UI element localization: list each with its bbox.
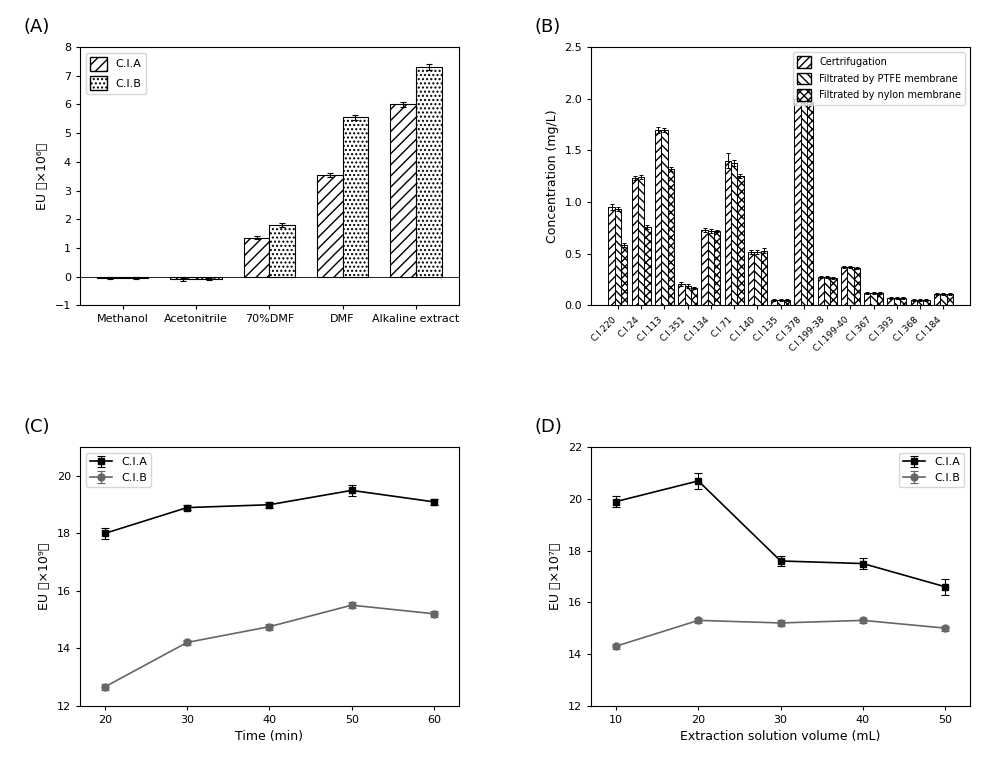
X-axis label: Extraction solution volume (mL): Extraction solution volume (mL) (680, 730, 881, 743)
Legend: C.I.A, C.I.B: C.I.A, C.I.B (899, 453, 964, 488)
Bar (900, 298, 906, 305)
Legend: C.I.A, C.I.B: C.I.A, C.I.B (86, 453, 151, 488)
Bar (923, 300, 930, 305)
Bar (644, 227, 651, 305)
Bar (784, 300, 790, 305)
Bar (621, 245, 627, 305)
Bar (934, 294, 940, 305)
Bar (661, 129, 668, 305)
Bar (877, 293, 883, 305)
Bar (911, 300, 917, 305)
Y-axis label: Concentration (mg/L): Concentration (mg/L) (546, 109, 559, 243)
X-axis label: Time (min): Time (min) (235, 730, 303, 743)
Bar (638, 177, 644, 305)
Bar (685, 285, 691, 305)
Bar (887, 298, 894, 305)
Bar (708, 231, 714, 305)
Bar (725, 161, 731, 305)
Bar (761, 251, 767, 305)
Bar (269, 225, 295, 277)
Bar (244, 238, 269, 277)
Legend: C.I.A, C.I.B: C.I.A, C.I.B (86, 53, 146, 94)
Text: (C): (C) (23, 418, 50, 436)
Bar (940, 294, 947, 305)
Bar (847, 267, 854, 305)
Bar (170, 277, 196, 279)
Legend: Certrifugation, Filtrated by PTFE membrane, Filtrated by nylon membrane: Certrifugation, Filtrated by PTFE membra… (793, 52, 965, 105)
Bar (608, 207, 615, 305)
Bar (864, 293, 870, 305)
Bar (870, 293, 877, 305)
Bar (830, 278, 837, 305)
Bar (737, 176, 744, 305)
Bar (390, 104, 416, 277)
Y-axis label: EU （×10⁶）: EU （×10⁶） (36, 143, 49, 210)
Bar (771, 300, 777, 305)
Bar (731, 163, 737, 305)
Bar (754, 252, 761, 305)
Text: (B): (B) (534, 17, 561, 35)
Bar (917, 300, 923, 305)
Bar (678, 284, 685, 305)
Bar (794, 99, 801, 305)
Bar (668, 169, 674, 305)
Bar (818, 278, 824, 305)
Text: (A): (A) (23, 17, 50, 35)
Bar (714, 231, 720, 305)
Bar (691, 288, 697, 305)
Bar (854, 268, 860, 305)
Bar (801, 101, 807, 305)
Bar (777, 300, 784, 305)
Bar (317, 175, 343, 277)
Bar (123, 277, 148, 278)
Bar (947, 294, 953, 305)
Bar (894, 298, 900, 305)
Bar (701, 230, 708, 305)
Y-axis label: EU （×10⁹）: EU （×10⁹） (38, 543, 51, 610)
Bar (841, 267, 847, 305)
Bar (632, 178, 638, 305)
Text: (D): (D) (534, 418, 562, 436)
Bar (824, 278, 830, 305)
Bar (97, 277, 123, 278)
Bar (615, 209, 621, 305)
Bar (343, 118, 368, 277)
Bar (196, 277, 222, 279)
Bar (807, 102, 813, 305)
Bar (655, 129, 661, 305)
Bar (416, 67, 442, 277)
Y-axis label: EU （×10⁷）: EU （×10⁷） (549, 543, 562, 610)
Bar (748, 252, 754, 305)
